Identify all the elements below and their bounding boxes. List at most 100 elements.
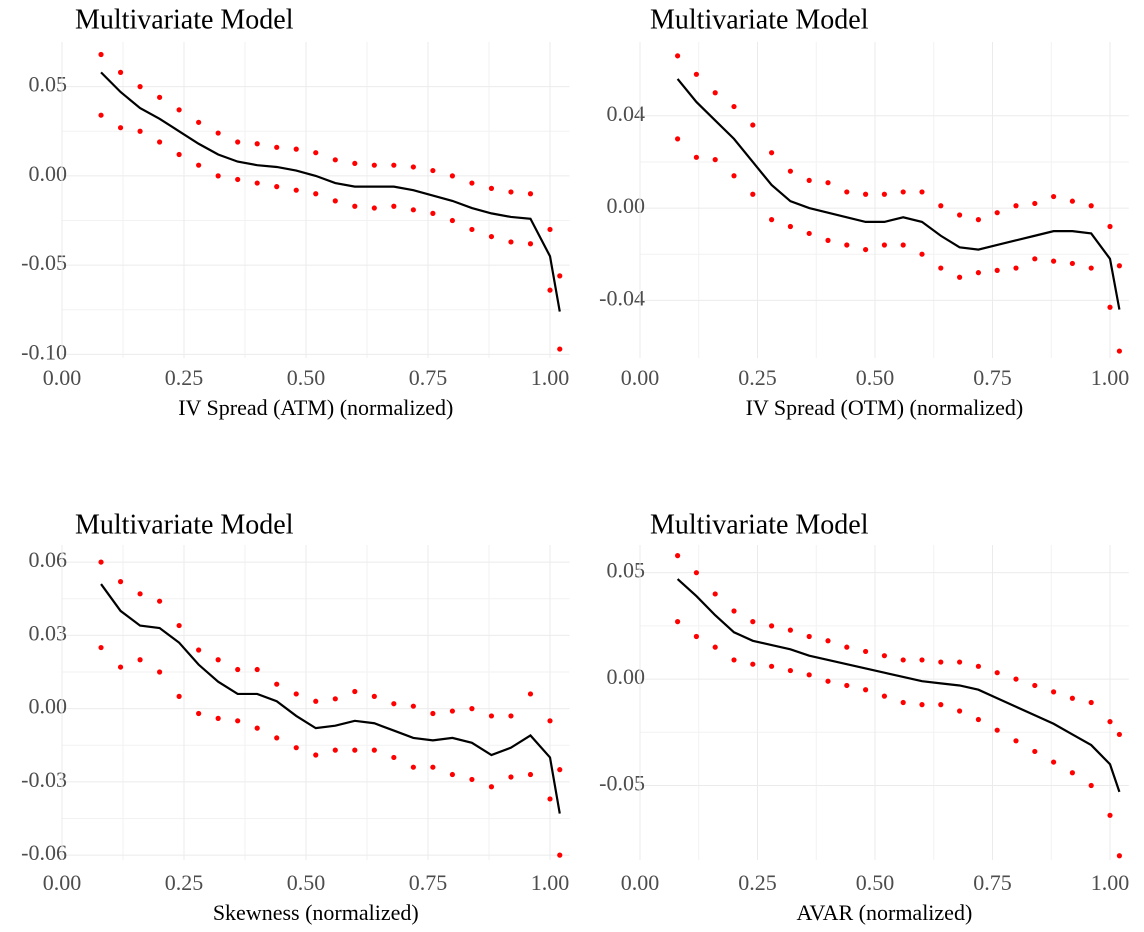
panel: -0.06 -0.03 0.00 0.03 0.06 0.00 0.25 0.50 0.75 1.… [21,509,570,925]
band-point [137,128,143,134]
band-point [975,663,982,669]
x-tick-label: 0.25 [738,365,777,390]
band-point [1069,695,1075,701]
x-tick-label: 1.00 [1091,870,1130,895]
band-point [863,191,869,197]
y-tick-label: 0.00 [607,664,646,689]
band-point [806,672,812,678]
band-point [806,230,812,237]
band-point [938,203,944,209]
band-point [1107,304,1113,310]
band-point [675,136,681,142]
band-point [176,151,182,158]
band-point [712,644,718,650]
band-point [1069,260,1075,267]
band-point [313,150,319,156]
y-tick-label: 0.00 [607,193,646,218]
band-point [430,167,436,174]
band-point [994,210,1000,216]
band-point [254,141,260,147]
band-point [235,666,241,673]
band-point [527,241,534,247]
band-point [274,144,280,150]
band-point [469,226,475,233]
y-tick-label: 0.03 [29,620,68,645]
y-tick-label: -0.05 [21,250,67,275]
band-point [352,747,358,753]
band-point [731,103,737,110]
band-point [352,160,358,167]
band-point [1032,748,1038,755]
band-point [881,242,888,248]
band-point [117,664,124,670]
band-point [332,157,338,163]
fit-line [676,578,1121,793]
band-point [547,796,553,802]
y-tick-label: -0.10 [21,339,67,364]
band-point [844,682,850,689]
band-point [1116,853,1122,859]
band-point [430,210,436,216]
x-axis-title: Skewness (normalized) [213,900,419,925]
y-tick-label: 0.04 [607,101,646,126]
band-point [98,644,104,651]
band-point [1051,193,1057,200]
band-point [557,273,563,279]
chart-title: Multivariate Model [650,4,869,35]
band-point [449,708,455,714]
band-point [712,157,718,163]
band-point [196,162,202,168]
band-point [293,187,299,193]
band-point [900,699,906,706]
x-tick-label: 0.25 [738,870,777,895]
band-point [1116,731,1122,738]
band-point [919,189,925,195]
band-point [1088,265,1094,271]
band-point [712,90,718,96]
band-point [332,198,338,204]
band-point [957,659,963,665]
y-tick-label: 0.05 [607,558,646,583]
band-point [1107,812,1113,818]
band-point [508,239,514,245]
band-point [215,173,221,179]
band-point [391,203,397,209]
band-point [547,287,553,293]
band-point [332,696,338,702]
chart-title: Multivariate Model [75,509,294,540]
band-point [1013,738,1019,744]
x-tick-label: 0.00 [43,870,82,895]
band-point [274,681,280,687]
band-point [117,69,124,75]
band-point [430,710,436,717]
band-point [508,713,514,719]
band-point [938,659,944,665]
band-point [235,139,241,145]
band-point [117,125,124,131]
band-point [469,706,475,712]
band-point [391,701,397,707]
y-tick-label: 0.00 [29,694,68,719]
band-point [731,657,737,663]
band-point [825,237,831,243]
band-point [137,657,143,663]
band-point [1032,256,1038,262]
band-point [176,693,182,699]
band-point [675,619,681,625]
x-tick-label: 0.25 [165,870,204,895]
band-point [825,180,831,186]
x-axis-title: AVAR (normalized) [797,900,973,925]
x-tick-label: 0.75 [409,870,448,895]
band-point [994,670,1000,676]
band-point [957,274,963,280]
x-axis-title: IV Spread (OTM) (normalized) [746,395,1024,420]
band-point [844,189,850,195]
band-point [787,223,794,230]
x-tick-label: 0.75 [973,365,1012,390]
band-point [825,638,831,644]
band-point [235,176,241,183]
band-point [508,774,514,780]
x-tick-label: 0.25 [165,365,204,390]
fit-line [676,78,1121,310]
